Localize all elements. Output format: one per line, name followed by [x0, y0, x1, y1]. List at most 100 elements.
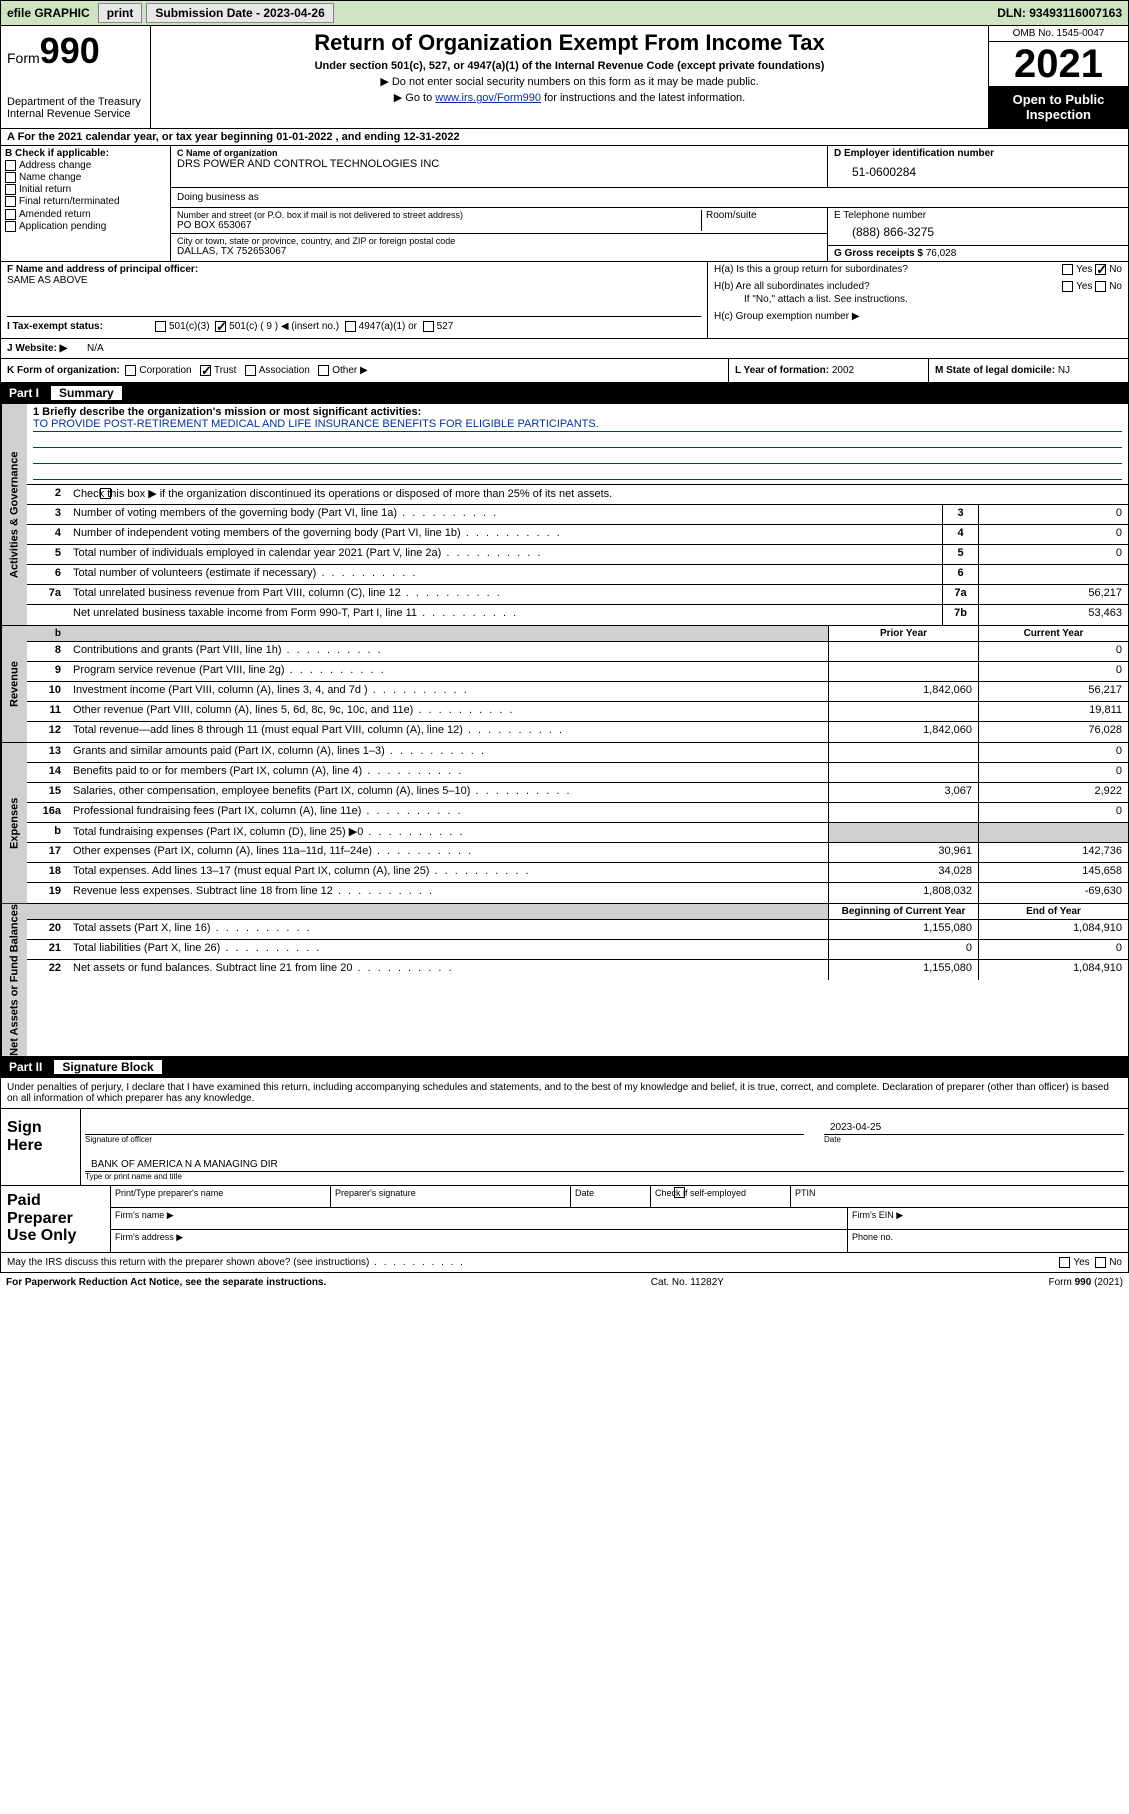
hb-note: If "No," attach a list. See instructions…: [714, 294, 1122, 305]
print-button[interactable]: print: [98, 3, 143, 23]
cb-other[interactable]: [318, 365, 329, 376]
ha-yes[interactable]: [1062, 264, 1073, 275]
cb-application-pending[interactable]: Application pending: [5, 221, 166, 232]
cb-trust[interactable]: [200, 365, 211, 376]
cb-final-return[interactable]: Final return/terminated: [5, 196, 166, 207]
ein-value: 51-0600284: [834, 159, 1122, 185]
ln-current: 76,028: [978, 722, 1128, 742]
ln-text: Program service revenue (Part VIII, line…: [67, 662, 828, 681]
ln-current: 19,811: [978, 702, 1128, 721]
irs-link[interactable]: www.irs.gov/Form990: [435, 92, 541, 104]
ln-num: 9: [27, 662, 67, 681]
ln-text: Revenue less expenses. Subtract line 18 …: [67, 883, 828, 903]
ln-num: 8: [27, 642, 67, 661]
check-self-employed[interactable]: Check if self-employed: [651, 1186, 791, 1207]
klm-row: K Form of organization: Corporation Trus…: [0, 359, 1129, 383]
ptin-lbl: PTIN: [791, 1186, 1128, 1207]
ln-current: 0: [978, 940, 1128, 959]
hb-yes[interactable]: [1062, 281, 1073, 292]
cb-501c3[interactable]: [155, 321, 166, 332]
ln-num: 14: [27, 763, 67, 782]
ln-val: 0: [978, 525, 1128, 544]
part2-title: Signature Block: [54, 1060, 161, 1074]
discuss-no[interactable]: [1095, 1257, 1106, 1268]
cb-527[interactable]: [423, 321, 434, 332]
discuss-yes[interactable]: [1059, 1257, 1070, 1268]
net-col-headers: Beginning of Current Year End of Year: [27, 904, 1128, 920]
cb-initial-return[interactable]: Initial return: [5, 184, 166, 195]
hb-row: H(b) Are all subordinates included? Yes …: [714, 281, 1122, 292]
addr-label: Number and street (or P.O. box if mail i…: [177, 210, 701, 220]
ha-no[interactable]: [1095, 264, 1106, 275]
form-title: Return of Organization Exempt From Incom…: [155, 30, 984, 56]
cb-501c[interactable]: [215, 321, 226, 332]
m-label: M State of legal domicile:: [935, 365, 1055, 376]
b-label: B Check if applicable:: [5, 148, 166, 159]
f-value: SAME AS ABOVE: [7, 275, 701, 286]
ln-prior: [828, 763, 978, 782]
prior-year-hdr: Prior Year: [828, 626, 978, 641]
form-number: Form990: [7, 30, 144, 72]
cb-name-change[interactable]: Name change: [5, 172, 166, 183]
ln-text: Number of voting members of the governin…: [67, 505, 942, 524]
l1-label: 1 Briefly describe the organization's mi…: [33, 406, 1122, 418]
prep-date-lbl: Date: [571, 1186, 651, 1207]
gov-line-row: 7a Total unrelated business revenue from…: [27, 585, 1128, 605]
block-bcd: B Check if applicable: Address change Na…: [0, 146, 1129, 262]
cb-corporation[interactable]: [125, 365, 136, 376]
ln-box: 5: [942, 545, 978, 564]
ln-box: 4: [942, 525, 978, 544]
dba-label: Doing business as: [171, 188, 1128, 208]
signature-block: Under penalties of perjury, I declare th…: [0, 1078, 1129, 1186]
l2-text: Check this box ▶ if the organization dis…: [67, 485, 1128, 504]
firm-ein-lbl: Firm's EIN ▶: [848, 1208, 1128, 1229]
ln-text: Total expenses. Add lines 13–17 (must eq…: [67, 863, 828, 882]
cb-address-change[interactable]: Address change: [5, 160, 166, 171]
form-header: Form990 Department of the Treasury Inter…: [0, 26, 1129, 129]
irs-label: Internal Revenue Service: [7, 108, 144, 120]
ssn-warning: ▶ Do not enter social security numbers o…: [155, 75, 984, 88]
ln-prior: [828, 642, 978, 661]
ln-num: [27, 605, 67, 625]
line-row: 18 Total expenses. Add lines 13–17 (must…: [27, 863, 1128, 883]
ln-val: 56,217: [978, 585, 1128, 604]
hb-no[interactable]: [1095, 281, 1106, 292]
sig-date-lbl: Date: [824, 1135, 1124, 1144]
ln-current: -69,630: [978, 883, 1128, 903]
ln-current: 56,217: [978, 682, 1128, 701]
line-row: 15 Salaries, other compensation, employe…: [27, 783, 1128, 803]
line-row: 20 Total assets (Part X, line 16) 1,155,…: [27, 920, 1128, 940]
cb-4947[interactable]: [345, 321, 356, 332]
f-label: F Name and address of principal officer:: [7, 264, 701, 275]
sig-officer-line[interactable]: [85, 1113, 804, 1135]
part1-net-assets: Net Assets or Fund Balances Beginning of…: [0, 904, 1129, 1057]
i-tax-status-label: I Tax-exempt status:: [7, 321, 155, 332]
l2-num: 2: [27, 485, 67, 504]
cb-discontinued[interactable]: [100, 488, 111, 499]
ln-box: 6: [942, 565, 978, 584]
k-label: K Form of organization:: [7, 365, 120, 376]
ln-num: 13: [27, 743, 67, 762]
ln-text: Total liabilities (Part X, line 26): [67, 940, 828, 959]
side-net-assets: Net Assets or Fund Balances: [1, 904, 27, 1056]
dln-label: DLN: 93493116007163: [991, 4, 1128, 22]
line-row: 11 Other revenue (Part VIII, column (A),…: [27, 702, 1128, 722]
gov-line-row: 4 Number of independent voting members o…: [27, 525, 1128, 545]
open-public-badge: Open to PublicInspection: [989, 86, 1128, 128]
ln-box: 7b: [942, 605, 978, 625]
ln-val: [978, 565, 1128, 584]
ln-num: 17: [27, 843, 67, 862]
ln-num: 16a: [27, 803, 67, 822]
ln-num: 10: [27, 682, 67, 701]
name-title-lbl: Type or print name and title: [85, 1172, 1124, 1181]
end-year-hdr: End of Year: [978, 904, 1128, 919]
cb-amended[interactable]: Amended return: [5, 209, 166, 220]
gov-line-row: 5 Total number of individuals employed i…: [27, 545, 1128, 565]
sig-officer-lbl: Signature of officer: [85, 1135, 804, 1144]
part1-title: Summary: [51, 386, 122, 400]
submission-date-button[interactable]: Submission Date - 2023-04-26: [146, 3, 333, 23]
paperwork-notice: For Paperwork Reduction Act Notice, see …: [6, 1277, 326, 1288]
part1-governance: Activities & Governance 1 Briefly descri…: [0, 404, 1129, 626]
gross-receipts: 76,028: [926, 248, 957, 259]
cb-association[interactable]: [245, 365, 256, 376]
